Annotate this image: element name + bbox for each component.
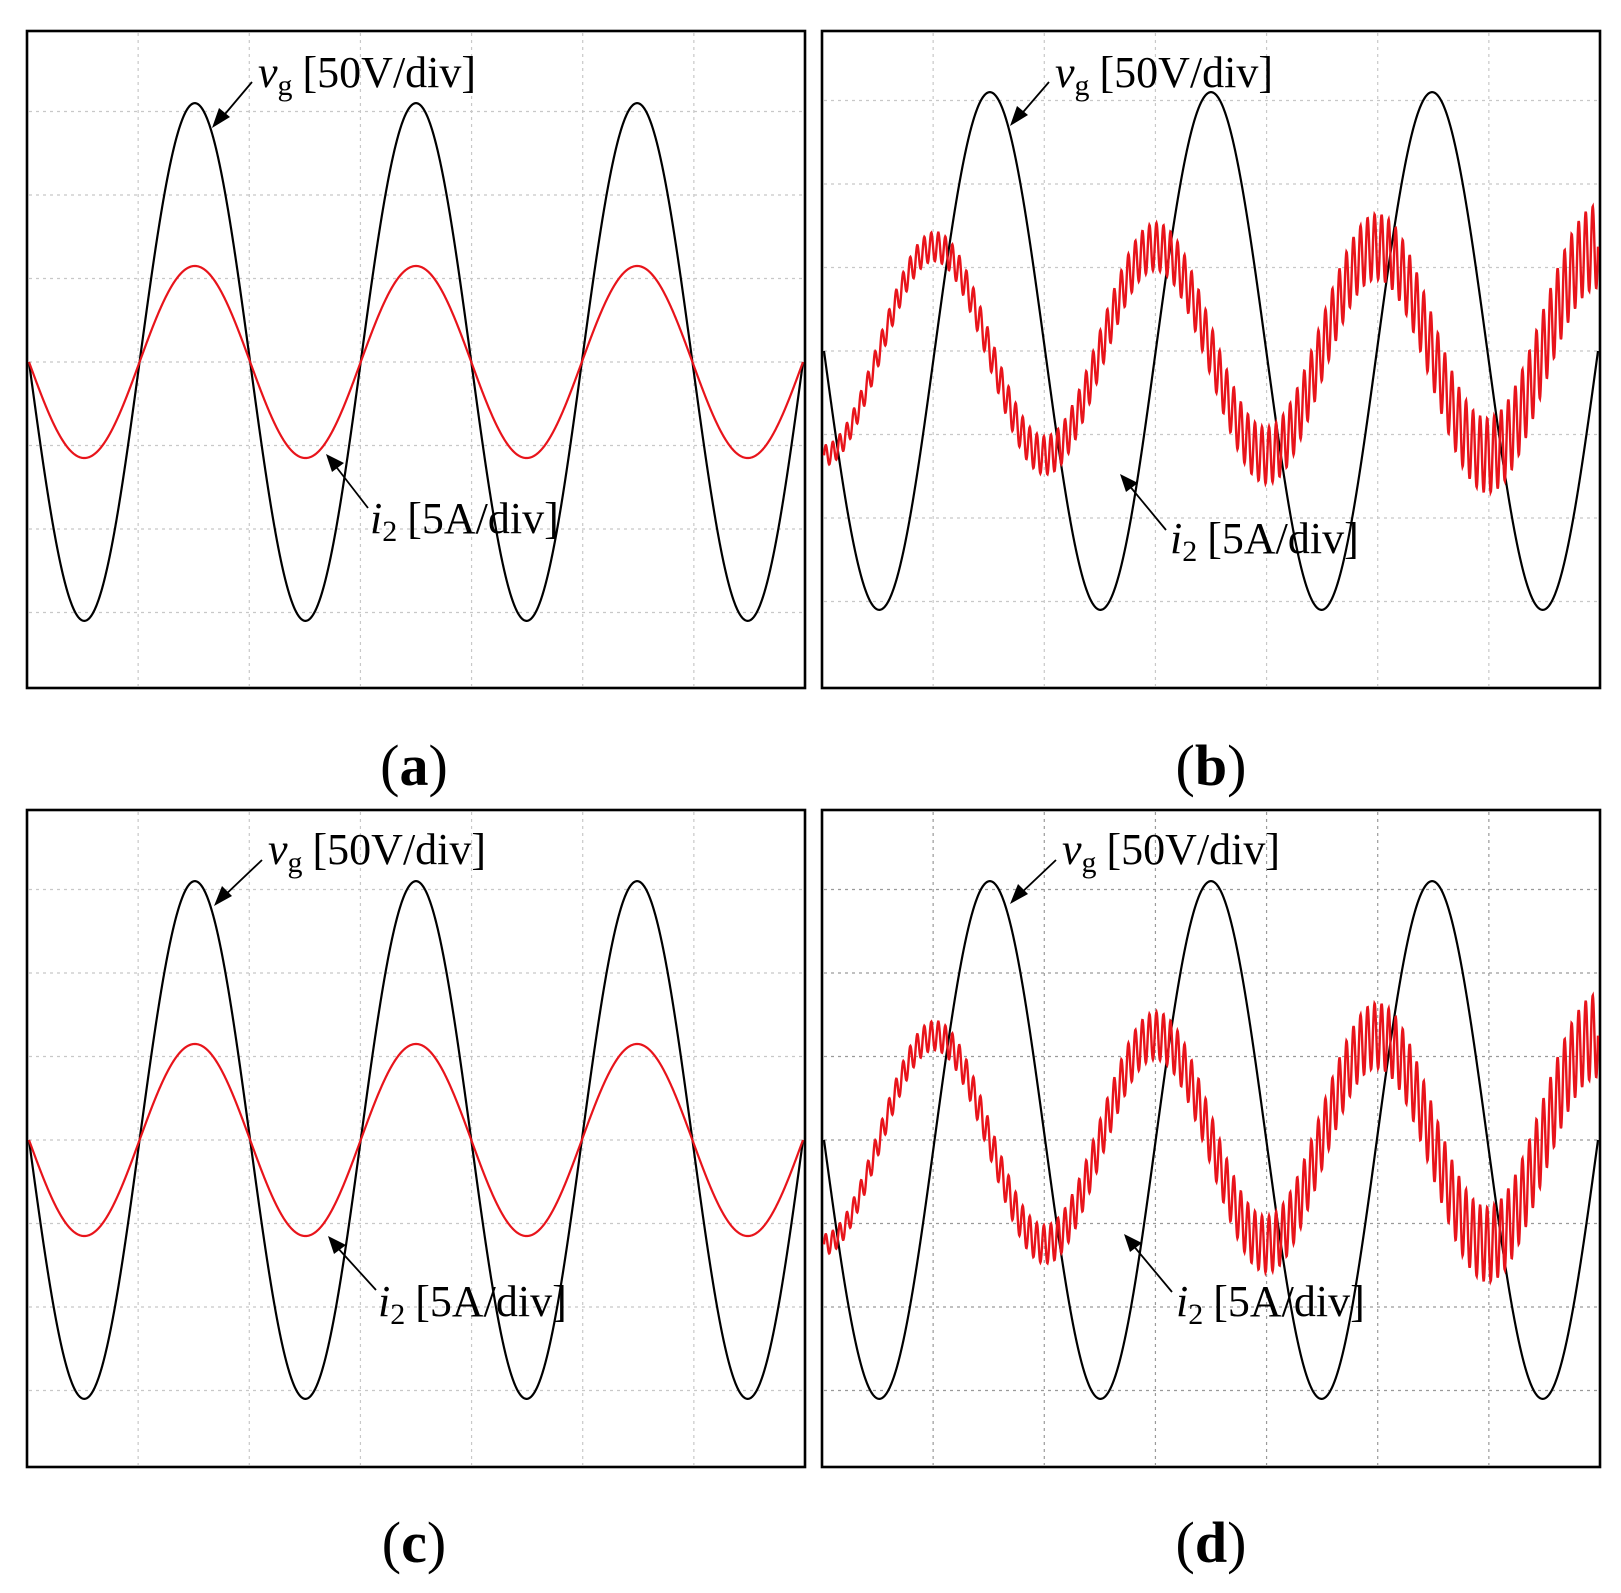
panel-a-caption: (a) [380,733,448,798]
panel-a-i2-label: i2 [5A/div] [326,454,559,548]
panel-d-vg-arrow-icon [1010,884,1028,904]
svg-text:vg[50V/div]: vg [50V/div] [1055,48,1273,102]
svg-text:vg[50V/div]: vg [50V/div] [258,48,476,102]
svg-text:i2[5A/div]: i2 [5A/div] [1170,514,1359,568]
panel-a-i2-arrow-icon [326,454,344,472]
panel-a-vg-arrow-icon [212,108,230,128]
panel-c-i2-label: i2 [5A/div] [328,1236,567,1331]
panel-b-vg-arrow-icon [1010,106,1028,126]
panel-d-caption: (d) [1176,1510,1247,1575]
svg-text:i2[5A/div]: i2 [5A/div] [370,494,559,548]
panel-d-i2-label: i2 [5A/div] [1124,1234,1365,1331]
panel-a-grid [29,33,803,686]
panel-b: vg [50V/div] i2 [5A/div] (b) [820,29,1602,798]
panel-a-vg-label: vg [50V/div] [212,48,476,128]
panel-d-i2-trace [822,991,1600,1286]
panel-b-i2-label: i2 [5A/div] [1120,474,1359,568]
panel-a: vg [50V/div] i2 [5A/div] (a) [25,29,807,798]
panel-d-vg-label: vg [50V/div] [1010,825,1280,904]
panel-a-i2-trace [27,264,805,460]
svg-text:i2[5A/div]: i2 [5A/div] [1176,1277,1365,1331]
panel-b-caption: (b) [1176,733,1247,798]
panel-c-vg-arrow-icon [214,886,232,906]
panel-a-vg-trace [27,102,805,622]
panel-a-frame [25,29,807,690]
panel-b-vg-trace [822,91,1600,611]
panel-c-vg-label: vg [50V/div] [214,825,486,906]
svg-text:i2[5A/div]: i2 [5A/div] [378,1277,567,1331]
panel-c: vg [50V/div] i2 [5A/div] (c) [25,808,807,1575]
panel-c-vg-trace [27,880,805,1400]
panel-b-i2-trace [822,202,1600,497]
panel-c-i2-trace [27,1042,805,1238]
panel-b-vg-label: vg [50V/div] [1010,48,1273,126]
panel-c-grid [29,812,803,1465]
panel-b-i2-arrow-icon [1120,474,1138,492]
svg-text:vg[50V/div]: vg [50V/div] [1062,825,1280,879]
panel-c-i2-arrow-icon [328,1236,346,1254]
svg-text:vg[50V/div]: vg [50V/div] [268,825,486,879]
panel-c-caption: (c) [382,1510,446,1575]
panel-c-frame [25,808,807,1469]
panel-d-vg-trace [822,880,1600,1400]
panel-d-i2-arrow-icon [1124,1234,1142,1252]
panel-d: vg [50V/div] i2 [5A/div] (d) [820,808,1602,1575]
